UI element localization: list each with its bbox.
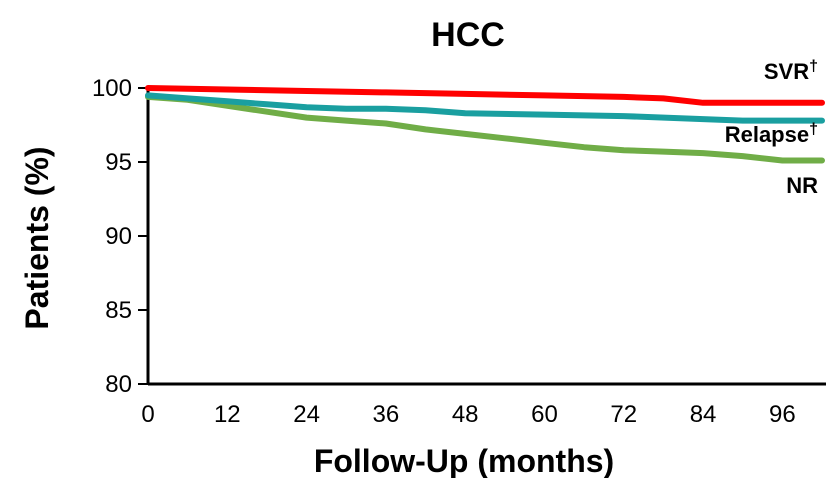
y-tick-label: 95 (105, 149, 132, 176)
x-tick-label: 12 (214, 401, 241, 428)
y-tick-label: 85 (105, 297, 132, 324)
series-label-relapse: Relapse† (725, 121, 818, 147)
series-line-nr (145, 93, 825, 164)
y-tick-label: 100 (92, 75, 132, 102)
series-label-nr: NR (786, 173, 818, 198)
x-tick-label: 48 (452, 401, 479, 428)
x-tick-label: 36 (373, 401, 400, 428)
x-tick-label: 60 (531, 401, 558, 428)
series-labels: SVR† Relapse† NR (725, 58, 818, 198)
x-tick-label: 0 (141, 401, 154, 428)
chart-title: HCC (431, 16, 505, 54)
series-lines (145, 85, 825, 164)
x-tick-label: 24 (293, 401, 320, 428)
series-line-svr (145, 85, 825, 106)
tick-labels: 100 95 90 85 80 0 12 24 36 48 60 72 84 96 (92, 75, 796, 428)
x-tick-label: 96 (769, 401, 796, 428)
y-tick-label: 80 (105, 371, 132, 398)
y-tick-label: 90 (105, 223, 132, 250)
x-axis-label: Follow-Up (months) (314, 443, 614, 478)
y-axis-label: Patients (%) (19, 146, 55, 329)
x-tick-label: 84 (690, 401, 717, 428)
axes (138, 86, 826, 386)
series-line-relapse (145, 92, 825, 124)
series-label-svr: SVR† (764, 58, 818, 84)
x-tick-label: 72 (610, 401, 637, 428)
